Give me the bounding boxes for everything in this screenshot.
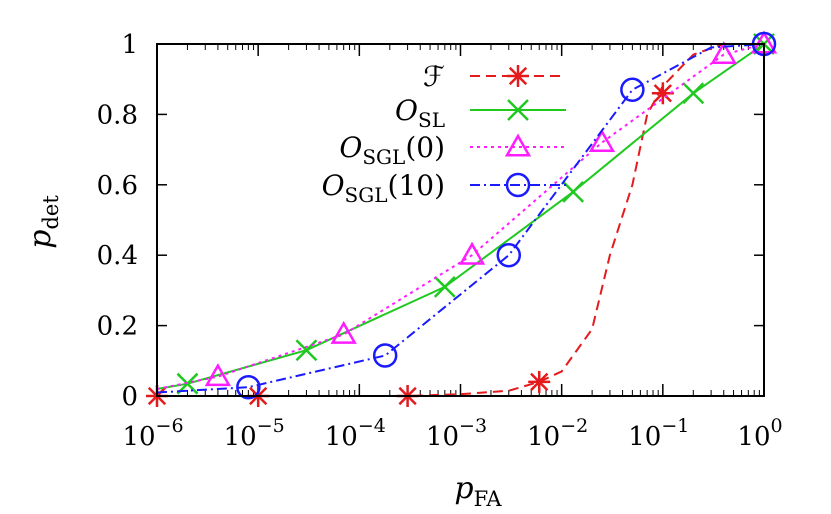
series-layer	[146, 30, 778, 407]
series-2-point	[710, 41, 737, 65]
plot-frame	[156, 43, 765, 397]
x-tick-exponent: −1	[661, 415, 689, 437]
x-tick-label: 100	[737, 415, 782, 452]
legend-label-sub: SL	[418, 108, 445, 132]
y-tick-label: 0.2	[97, 312, 138, 342]
x-tick-base: 10	[325, 422, 358, 452]
x-axis-label: pFA	[454, 471, 502, 511]
legend-marker-3	[505, 172, 531, 198]
series-3-point	[620, 77, 645, 103]
x-tick-base: 10	[628, 422, 661, 452]
y-tick-label: 0	[121, 382, 138, 412]
x-axis-label-sub: FA	[474, 487, 503, 511]
ticks-layer	[156, 43, 765, 397]
series-1-point	[295, 339, 318, 362]
legend-label-main: O	[339, 131, 362, 164]
x-tick-base: 10	[426, 422, 459, 452]
x-tick-label: 10−5	[224, 415, 285, 452]
x-tick-base: 10	[737, 422, 770, 452]
x-tick-label: 10−6	[122, 415, 183, 452]
x-axis-label-main: p	[454, 471, 473, 506]
y-axis-label-sub: det	[39, 195, 63, 230]
legend-label-0: ℱ	[423, 60, 445, 93]
legend-label-sub: SGL	[362, 145, 405, 169]
series-line-2	[156, 43, 765, 390]
legend-label-sub: SGL	[345, 183, 388, 207]
x-tick-label: 10−4	[325, 415, 386, 452]
y-axis-label: pdet	[23, 195, 63, 249]
series-2-point	[588, 129, 616, 153]
x-tick-exponent: −6	[156, 415, 184, 437]
series-1-point	[682, 82, 705, 105]
legend-label-3: OSGL(10)	[322, 169, 445, 207]
legend-label-main: O	[322, 169, 345, 202]
x-tick-exponent: −3	[459, 415, 487, 437]
series-3-point	[236, 374, 261, 400]
y-tick-label: 1	[121, 30, 138, 60]
y-tick-label: 0.4	[97, 241, 138, 271]
series-3-point	[372, 343, 398, 368]
series-2-point	[458, 241, 486, 265]
legend-label-suffix: (0)	[405, 131, 445, 164]
series-0-point	[651, 82, 674, 105]
series-0-point	[528, 370, 551, 393]
series-line-3	[156, 43, 765, 394]
x-tick-base: 10	[224, 422, 257, 452]
series-1-point	[433, 275, 456, 298]
x-tick-exponent: −5	[257, 415, 285, 437]
x-tick-base: 10	[122, 422, 155, 452]
legend-label-2: OSGL(0)	[339, 131, 445, 169]
x-tick-label: 10−1	[628, 415, 689, 452]
series-3-point	[496, 242, 522, 268]
series-2-point	[330, 320, 357, 344]
x-tick-label: 10−2	[527, 415, 588, 452]
legend-label-suffix: (10)	[388, 169, 445, 202]
legend-marker-2	[504, 133, 532, 157]
x-tick-label: 10−3	[426, 415, 487, 452]
x-tick-exponent: −4	[358, 415, 386, 437]
legend-label-1: OSL	[395, 94, 445, 132]
x-tick-exponent: −2	[560, 415, 588, 437]
series-2-point	[204, 363, 232, 387]
legend-label-main: ℱ	[423, 60, 445, 93]
y-tick-label: 0.6	[97, 171, 138, 201]
x-tick-base: 10	[527, 422, 560, 452]
y-axis-label-main: p	[23, 230, 58, 249]
y-tick-label: 0.8	[97, 100, 138, 130]
legend-label-main: O	[395, 94, 418, 127]
series-1-point	[562, 180, 585, 203]
series-line-1	[156, 43, 765, 390]
legend-marker-0	[507, 65, 529, 87]
x-tick-exponent: 0	[771, 415, 783, 437]
series-line-0	[157, 43, 764, 397]
legend-marker-1	[507, 99, 529, 121]
